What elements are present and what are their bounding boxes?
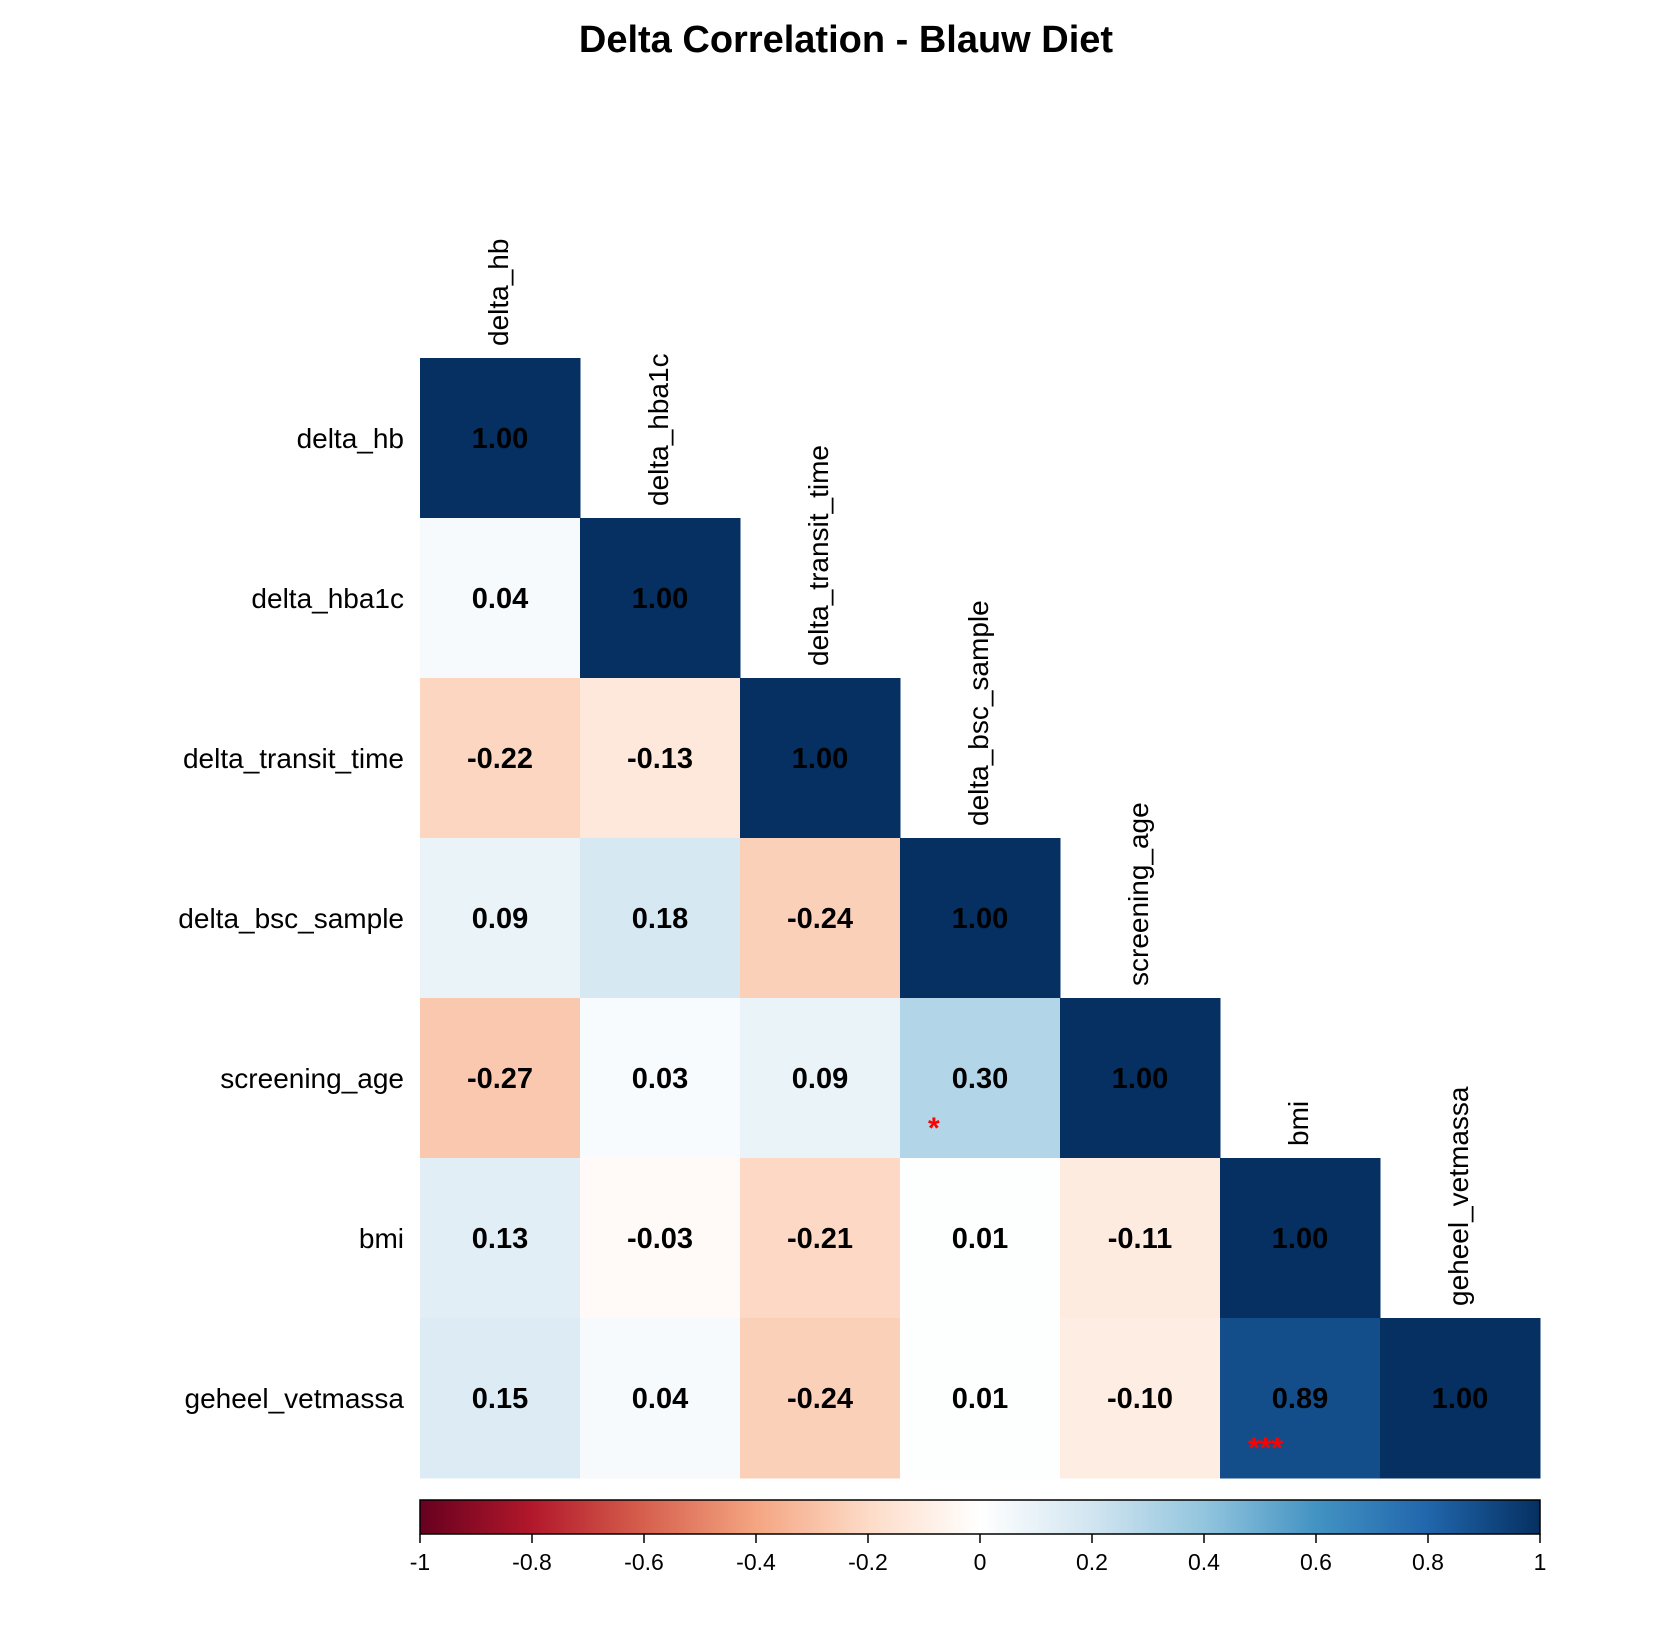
row-label-screening_age: screening_age	[220, 1063, 404, 1094]
colorbar-tick-label: 0.6	[1300, 1549, 1332, 1575]
colorbar-tick-label: 0.8	[1412, 1549, 1444, 1575]
cell-value-delta_hba1c-delta_hb: 0.04	[472, 583, 528, 615]
colorbar: -1 -0.8 -0.6 -0.4 -0.2 0 0.2 0.4 0.6 0.8 1	[410, 1499, 1547, 1575]
cell-value-delta_bsc_sample-delta_hb: 0.09	[472, 903, 528, 935]
cell-value-delta_transit_time-delta_transit_time: 1.00	[792, 743, 848, 775]
row-label-delta_hb: delta_hb	[297, 423, 404, 454]
heatmap-cell-delta_hba1c-delta_hb	[420, 518, 581, 679]
row-label-delta_bsc_sample: delta_bsc_sample	[178, 903, 404, 934]
colorbar-tick-label: 0.2	[1076, 1549, 1108, 1575]
cell-value-delta_hb-delta_hb: 1.00	[472, 423, 528, 455]
row-label-bmi: bmi	[359, 1223, 404, 1254]
cell-value-geheel_vetmassa-geheel_vetmassa: 1.00	[1432, 1383, 1488, 1415]
heatmap-cell-screening_age-delta_hba1c	[580, 998, 741, 1159]
column-label-delta_hb: delta_hb	[483, 239, 514, 346]
heatmap-cell-delta_bsc_sample-delta_transit_time	[740, 838, 901, 999]
column-label-geheel_vetmassa: geheel_vetmassa	[1443, 1086, 1474, 1306]
cell-value-delta_transit_time-delta_hba1c: -0.13	[627, 743, 693, 775]
heatmap-cell-geheel_vetmassa-screening_age	[1060, 1318, 1221, 1479]
cell-value-delta_transit_time-delta_hb: -0.22	[467, 743, 533, 775]
significance-marks: ****	[928, 1112, 1283, 1465]
heatmap-cell-geheel_vetmassa-bmi	[1220, 1318, 1381, 1479]
row-label-delta_transit_time: delta_transit_time	[183, 743, 404, 774]
colorbar-tick-label: 0	[974, 1549, 987, 1575]
colorbar-gradient	[419, 1499, 1541, 1535]
heatmap-cell-delta_transit_time-delta_hba1c	[580, 678, 741, 839]
heatmap-cell-geheel_vetmassa-geheel_vetmassa	[1380, 1318, 1541, 1479]
significance-mark-geheel_vetmassa-bmi: ***	[1248, 1432, 1283, 1465]
heatmap-cell-geheel_vetmassa-delta_transit_time	[740, 1318, 901, 1479]
column-label-bmi: bmi	[1283, 1101, 1314, 1146]
heatmap-cell-delta_bsc_sample-delta_hba1c	[580, 838, 741, 999]
cell-value-delta_hba1c-delta_hba1c: 1.00	[632, 583, 688, 615]
cell-value-geheel_vetmassa-delta_hba1c: 0.04	[632, 1383, 688, 1415]
heatmap-cell-bmi-bmi	[1220, 1158, 1381, 1319]
colorbar-tick-label: -0.6	[624, 1549, 664, 1575]
heatmap-cell-screening_age-delta_hb	[420, 998, 581, 1159]
heatmap-cell-screening_age-delta_bsc_sample	[900, 998, 1061, 1159]
colorbar-tick-label: -0.4	[736, 1549, 776, 1575]
heatmap-cell-bmi-delta_hba1c	[580, 1158, 741, 1319]
cell-value-delta_bsc_sample-delta_bsc_sample: 1.00	[952, 903, 1008, 935]
heatmap-cell-delta_transit_time-delta_hb	[420, 678, 581, 839]
column-label-screening_age: screening_age	[1123, 802, 1154, 986]
cell-value-delta_bsc_sample-delta_hba1c: 0.18	[632, 903, 688, 935]
cell-value-geheel_vetmassa-screening_age: -0.10	[1107, 1383, 1173, 1415]
heatmap-cell-delta_hba1c-delta_hba1c	[580, 518, 741, 679]
heatmap-cell-delta_bsc_sample-delta_bsc_sample	[900, 838, 1061, 999]
cell-value-labels: 1.00 0.04 1.00 -0.22 -0.13 1.00 0.09 0.18 -0.24 1…	[467, 423, 1488, 1415]
column-labels: delta_hb delta_hba1c delta_transit_timedel…	[483, 239, 1474, 1306]
column-label-delta_transit_time: delta_transit_time	[803, 445, 834, 666]
cell-value-bmi-delta_hb: 0.13	[472, 1223, 528, 1255]
cell-value-geheel_vetmassa-delta_bsc_sample: 0.01	[952, 1383, 1008, 1415]
heatmap-cell-screening_age-delta_transit_time	[740, 998, 901, 1159]
heatmap-cell-geheel_vetmassa-delta_bsc_sample	[900, 1318, 1061, 1479]
heatmap-cell-delta_bsc_sample-delta_hb	[420, 838, 581, 999]
colorbar-tick-label: 0.4	[1188, 1549, 1220, 1575]
cell-value-geheel_vetmassa-delta_transit_time: -0.24	[787, 1383, 853, 1415]
heatmap-cell-geheel_vetmassa-delta_hb	[420, 1318, 581, 1479]
column-label-delta_bsc_sample: delta_bsc_sample	[963, 600, 994, 826]
heatmap-cell-bmi-screening_age	[1060, 1158, 1221, 1319]
row-label-geheel_vetmassa: geheel_vetmassa	[185, 1383, 405, 1414]
cell-value-screening_age-delta_hba1c: 0.03	[632, 1063, 688, 1095]
cell-value-geheel_vetmassa-delta_hb: 0.15	[472, 1383, 528, 1415]
cell-value-bmi-delta_hba1c: -0.03	[627, 1223, 693, 1255]
cell-value-bmi-delta_bsc_sample: 0.01	[952, 1223, 1008, 1255]
row-label-delta_hba1c: delta_hba1c	[251, 583, 404, 614]
chart-title: Delta Correlation - Blauw Diet	[579, 19, 1114, 61]
cell-value-bmi-delta_transit_time: -0.21	[787, 1223, 853, 1255]
cell-value-screening_age-delta_transit_time: 0.09	[792, 1063, 848, 1095]
colorbar-tick-label: 1	[1534, 1549, 1547, 1575]
colorbar-tick-label: -0.8	[512, 1549, 552, 1575]
cell-value-geheel_vetmassa-bmi: 0.89	[1272, 1383, 1328, 1415]
significance-mark-screening_age-delta_bsc_sample: *	[928, 1112, 940, 1145]
heatmap-cell-delta_transit_time-delta_transit_time	[740, 678, 901, 839]
cell-value-bmi-bmi: 1.00	[1272, 1223, 1328, 1255]
cell-value-screening_age-delta_bsc_sample: 0.30	[952, 1063, 1008, 1095]
heatmap-cell-bmi-delta_bsc_sample	[900, 1158, 1061, 1319]
heatmap-cell-geheel_vetmassa-delta_hba1c	[580, 1318, 741, 1479]
heatmap-cell-screening_age-screening_age	[1060, 998, 1221, 1159]
column-label-delta_hba1c: delta_hba1c	[643, 353, 674, 506]
cell-value-delta_bsc_sample-delta_transit_time: -0.24	[787, 903, 853, 935]
heatmap-cell-bmi-delta_hb	[420, 1158, 581, 1319]
cell-value-bmi-screening_age: -0.11	[1108, 1223, 1173, 1255]
row-labels: delta_hb delta_hba1c delta_transit_timedel…	[178, 423, 404, 1414]
colorbar-tick-label: -0.2	[848, 1549, 888, 1575]
heatmap-cell-delta_hb-delta_hb	[420, 358, 581, 519]
cell-value-screening_age-screening_age: 1.00	[1112, 1063, 1168, 1095]
colorbar-tick-label: -1	[410, 1549, 430, 1575]
cell-value-screening_age-delta_hb: -0.27	[467, 1063, 533, 1095]
heatmap-cell-bmi-delta_transit_time	[740, 1158, 901, 1319]
heatmap-cells	[420, 358, 1541, 1479]
